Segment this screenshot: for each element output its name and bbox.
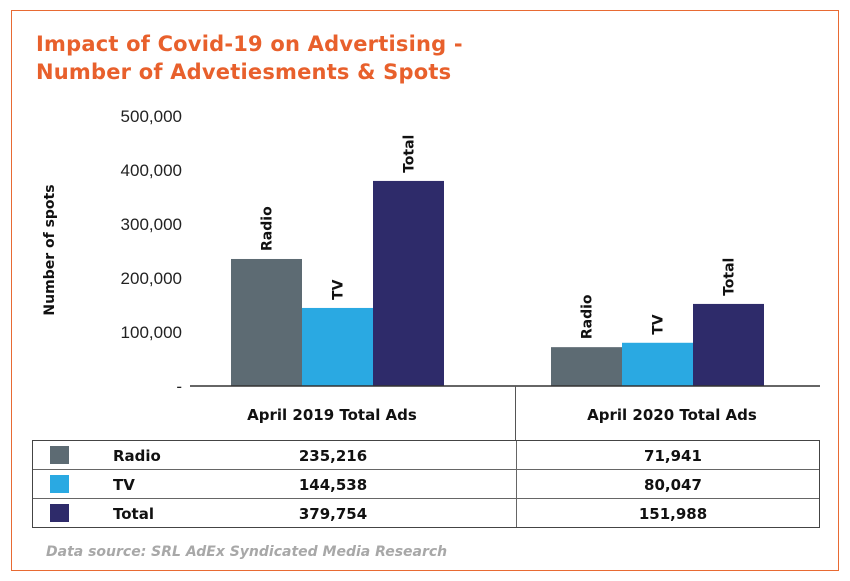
table-header-divider xyxy=(515,386,516,440)
bar-label-total: Total xyxy=(402,135,418,173)
data-table: April 2019 Total Ads April 2020 Total Ad… xyxy=(32,386,820,528)
table-header: April 2019 Total Ads April 2020 Total Ad… xyxy=(32,386,820,440)
row-label-tv: TV xyxy=(113,476,135,494)
y-axis-ticks: - 100,000 200,000 300,000 400,000 500,000 xyxy=(121,107,182,396)
bar-label-radio: Radio xyxy=(580,294,596,339)
value-radio-2020: 71,941 xyxy=(644,447,702,465)
y-tick-label: 500,000 xyxy=(121,107,182,126)
table-row-radio: Radio 235,216 71,941 xyxy=(33,441,819,470)
chart-title-line-2: Number of Advetiesments & Spots xyxy=(36,60,452,84)
bar-tv-2019 xyxy=(302,307,373,386)
bar-radio-2019 xyxy=(231,258,302,386)
legend-swatch-total xyxy=(50,504,69,522)
bar-label-total: Total xyxy=(722,258,738,296)
value-radio-2019: 235,216 xyxy=(298,447,368,465)
value-total-2019: 379,754 xyxy=(298,505,368,523)
bar-radio-2020 xyxy=(551,347,622,386)
table-header-2020: April 2020 Total Ads xyxy=(587,406,757,424)
bar-groups: Radio TV Total Radio TV Total xyxy=(231,135,764,386)
bar-chart: - 100,000 200,000 300,000 400,000 500,000 Num… xyxy=(42,107,820,396)
bar-label-radio: Radio xyxy=(260,206,276,251)
table-body: Radio 235,216 71,941 TV 144,538 80,047 T… xyxy=(32,440,820,528)
bar-total-2020 xyxy=(693,303,764,386)
bar-label-tv: TV xyxy=(331,279,347,300)
chart-title-line-1: Impact of Covid-19 on Advertising - xyxy=(36,32,463,56)
table-divider xyxy=(516,441,517,469)
y-tick-label: - xyxy=(176,377,182,396)
y-tick-label: 200,000 xyxy=(121,269,182,288)
row-label-total: Total xyxy=(113,505,154,523)
value-total-2020: 151,988 xyxy=(638,505,708,523)
table-row-total: Total 379,754 151,988 xyxy=(33,499,819,527)
row-label-radio: Radio xyxy=(113,447,161,465)
value-tv-2020: 80,047 xyxy=(644,476,702,494)
bar-total-2019 xyxy=(373,180,444,386)
y-tick-label: 100,000 xyxy=(121,323,182,342)
table-divider xyxy=(516,470,517,498)
bar-label-tv: TV xyxy=(651,314,667,335)
y-axis-label: Number of spots xyxy=(42,184,58,315)
bar-tv-2020 xyxy=(622,342,693,386)
data-source-note: Data source: SRL AdEx Syndicated Media R… xyxy=(46,544,448,560)
value-tv-2019: 144,538 xyxy=(298,476,368,494)
y-tick-label: 300,000 xyxy=(121,215,182,234)
chart-title: Impact of Covid-19 on Advertising - Numb… xyxy=(36,30,463,86)
table-row-tv: TV 144,538 80,047 xyxy=(33,470,819,499)
table-header-2019: April 2019 Total Ads xyxy=(247,406,417,424)
legend-swatch-tv xyxy=(50,475,69,493)
table-divider xyxy=(516,499,517,527)
y-tick-label: 400,000 xyxy=(121,161,182,180)
legend-swatch-radio xyxy=(50,446,69,464)
